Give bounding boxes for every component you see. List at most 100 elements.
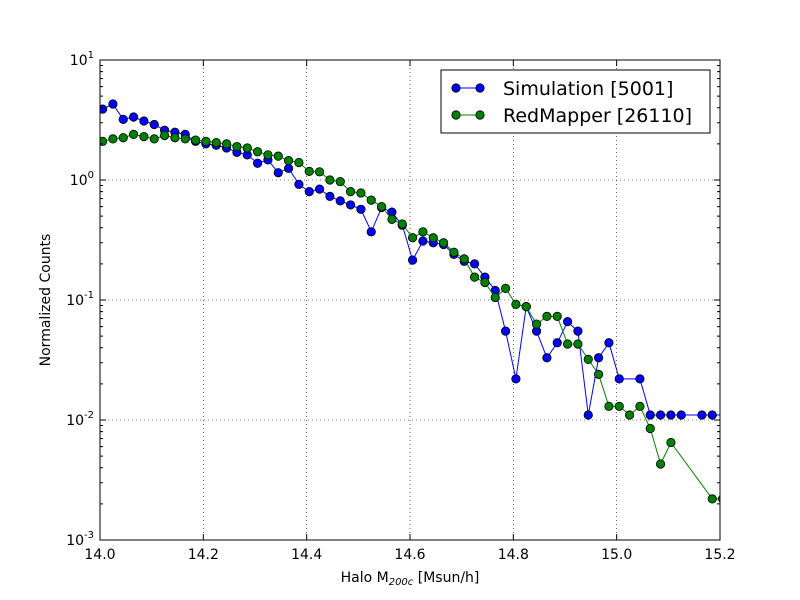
data-point	[655, 410, 666, 420]
data-point	[283, 156, 294, 166]
data-point	[273, 168, 283, 178]
x-axis-label: Halo M200c [Msun/h]	[341, 570, 480, 588]
y-tick-label: 10-1	[66, 290, 94, 309]
x-tick-label: 15.2	[704, 547, 735, 563]
series-layer	[100, 99, 720, 504]
data-point	[366, 227, 376, 237]
legend-marker	[451, 110, 461, 120]
data-point	[139, 116, 149, 126]
data-point	[100, 104, 108, 114]
data-point	[655, 459, 666, 469]
y-tick-label: 10-3	[66, 530, 94, 549]
series-clip-group	[100, 99, 720, 504]
data-point	[294, 179, 304, 189]
data-point	[666, 437, 676, 448]
data-point	[221, 139, 232, 149]
data-point	[438, 238, 449, 248]
y-tick-label: 100	[70, 170, 94, 189]
series-2	[100, 129, 720, 504]
data-point	[552, 338, 562, 348]
data-point	[676, 410, 686, 420]
data-point	[232, 141, 242, 152]
data-point	[511, 374, 521, 384]
y-tick-label: 10-2	[66, 410, 94, 429]
tick-labels: 14.0 14.2 14.4 14.6 14.8 15.0 15.2 10-3 10-2 10-1…	[66, 50, 735, 563]
data-point	[511, 299, 521, 309]
data-point	[500, 326, 511, 336]
data-point	[542, 353, 552, 363]
y-tick-label: 101	[70, 50, 94, 69]
data-point	[604, 338, 614, 348]
data-point	[252, 158, 263, 168]
data-point	[573, 339, 583, 349]
data-point	[469, 272, 480, 282]
data-point	[666, 410, 676, 420]
data-point	[552, 311, 562, 322]
data-point	[562, 317, 573, 327]
data-point	[428, 233, 438, 243]
data-point	[283, 163, 294, 173]
legend-marker	[451, 83, 461, 93]
data-point	[542, 311, 552, 322]
data-point	[294, 157, 304, 168]
data-point	[531, 319, 542, 329]
data-point	[314, 184, 325, 194]
x-tick-label: 14.2	[188, 547, 219, 563]
data-point	[614, 401, 624, 411]
data-point	[304, 187, 314, 197]
data-point	[273, 151, 283, 161]
data-point	[614, 374, 624, 384]
x-tick-label: 14.4	[291, 547, 322, 563]
data-point	[149, 134, 159, 144]
data-point	[490, 292, 500, 303]
data-point	[397, 219, 407, 229]
data-point	[325, 175, 335, 185]
data-point	[201, 136, 211, 146]
legend-label: RedMapper [26110]	[503, 105, 692, 127]
data-point	[345, 200, 356, 210]
data-point	[139, 131, 149, 142]
data-point	[624, 410, 635, 420]
data-point	[418, 227, 428, 237]
data-point	[356, 204, 366, 214]
data-point	[593, 369, 604, 379]
data-point	[252, 147, 263, 157]
data-point	[635, 401, 645, 411]
x-tick-label: 14.6	[394, 547, 425, 563]
x-tick-label: 14.0	[84, 547, 115, 563]
data-point	[500, 283, 511, 293]
data-point	[449, 247, 459, 257]
data-point	[159, 130, 170, 141]
data-point	[583, 410, 593, 420]
data-point	[645, 410, 655, 420]
data-point	[583, 354, 593, 364]
data-point	[211, 137, 221, 148]
data-point	[118, 133, 128, 143]
data-point	[335, 196, 345, 206]
data-point	[242, 143, 252, 153]
legend-marker	[475, 83, 485, 93]
data-point	[376, 202, 387, 212]
data-point	[459, 254, 469, 264]
data-point	[707, 494, 717, 504]
data-point	[149, 119, 159, 130]
y-axis-label: Normalized Counts	[38, 234, 54, 367]
data-point	[697, 410, 707, 420]
x-tick-label: 14.8	[498, 547, 529, 563]
data-point	[635, 374, 645, 384]
data-point	[418, 236, 428, 246]
data-point	[604, 401, 614, 411]
data-point	[325, 191, 335, 202]
data-point	[593, 353, 604, 363]
data-point	[573, 326, 583, 336]
data-point	[108, 134, 118, 144]
data-point	[707, 410, 717, 420]
legend-label: Simulation [5001]	[503, 78, 673, 100]
axis-ticks	[99, 59, 721, 541]
data-point	[335, 176, 345, 187]
data-point	[108, 99, 118, 109]
data-point	[387, 214, 397, 224]
data-point	[356, 188, 366, 198]
data-point	[407, 233, 418, 243]
